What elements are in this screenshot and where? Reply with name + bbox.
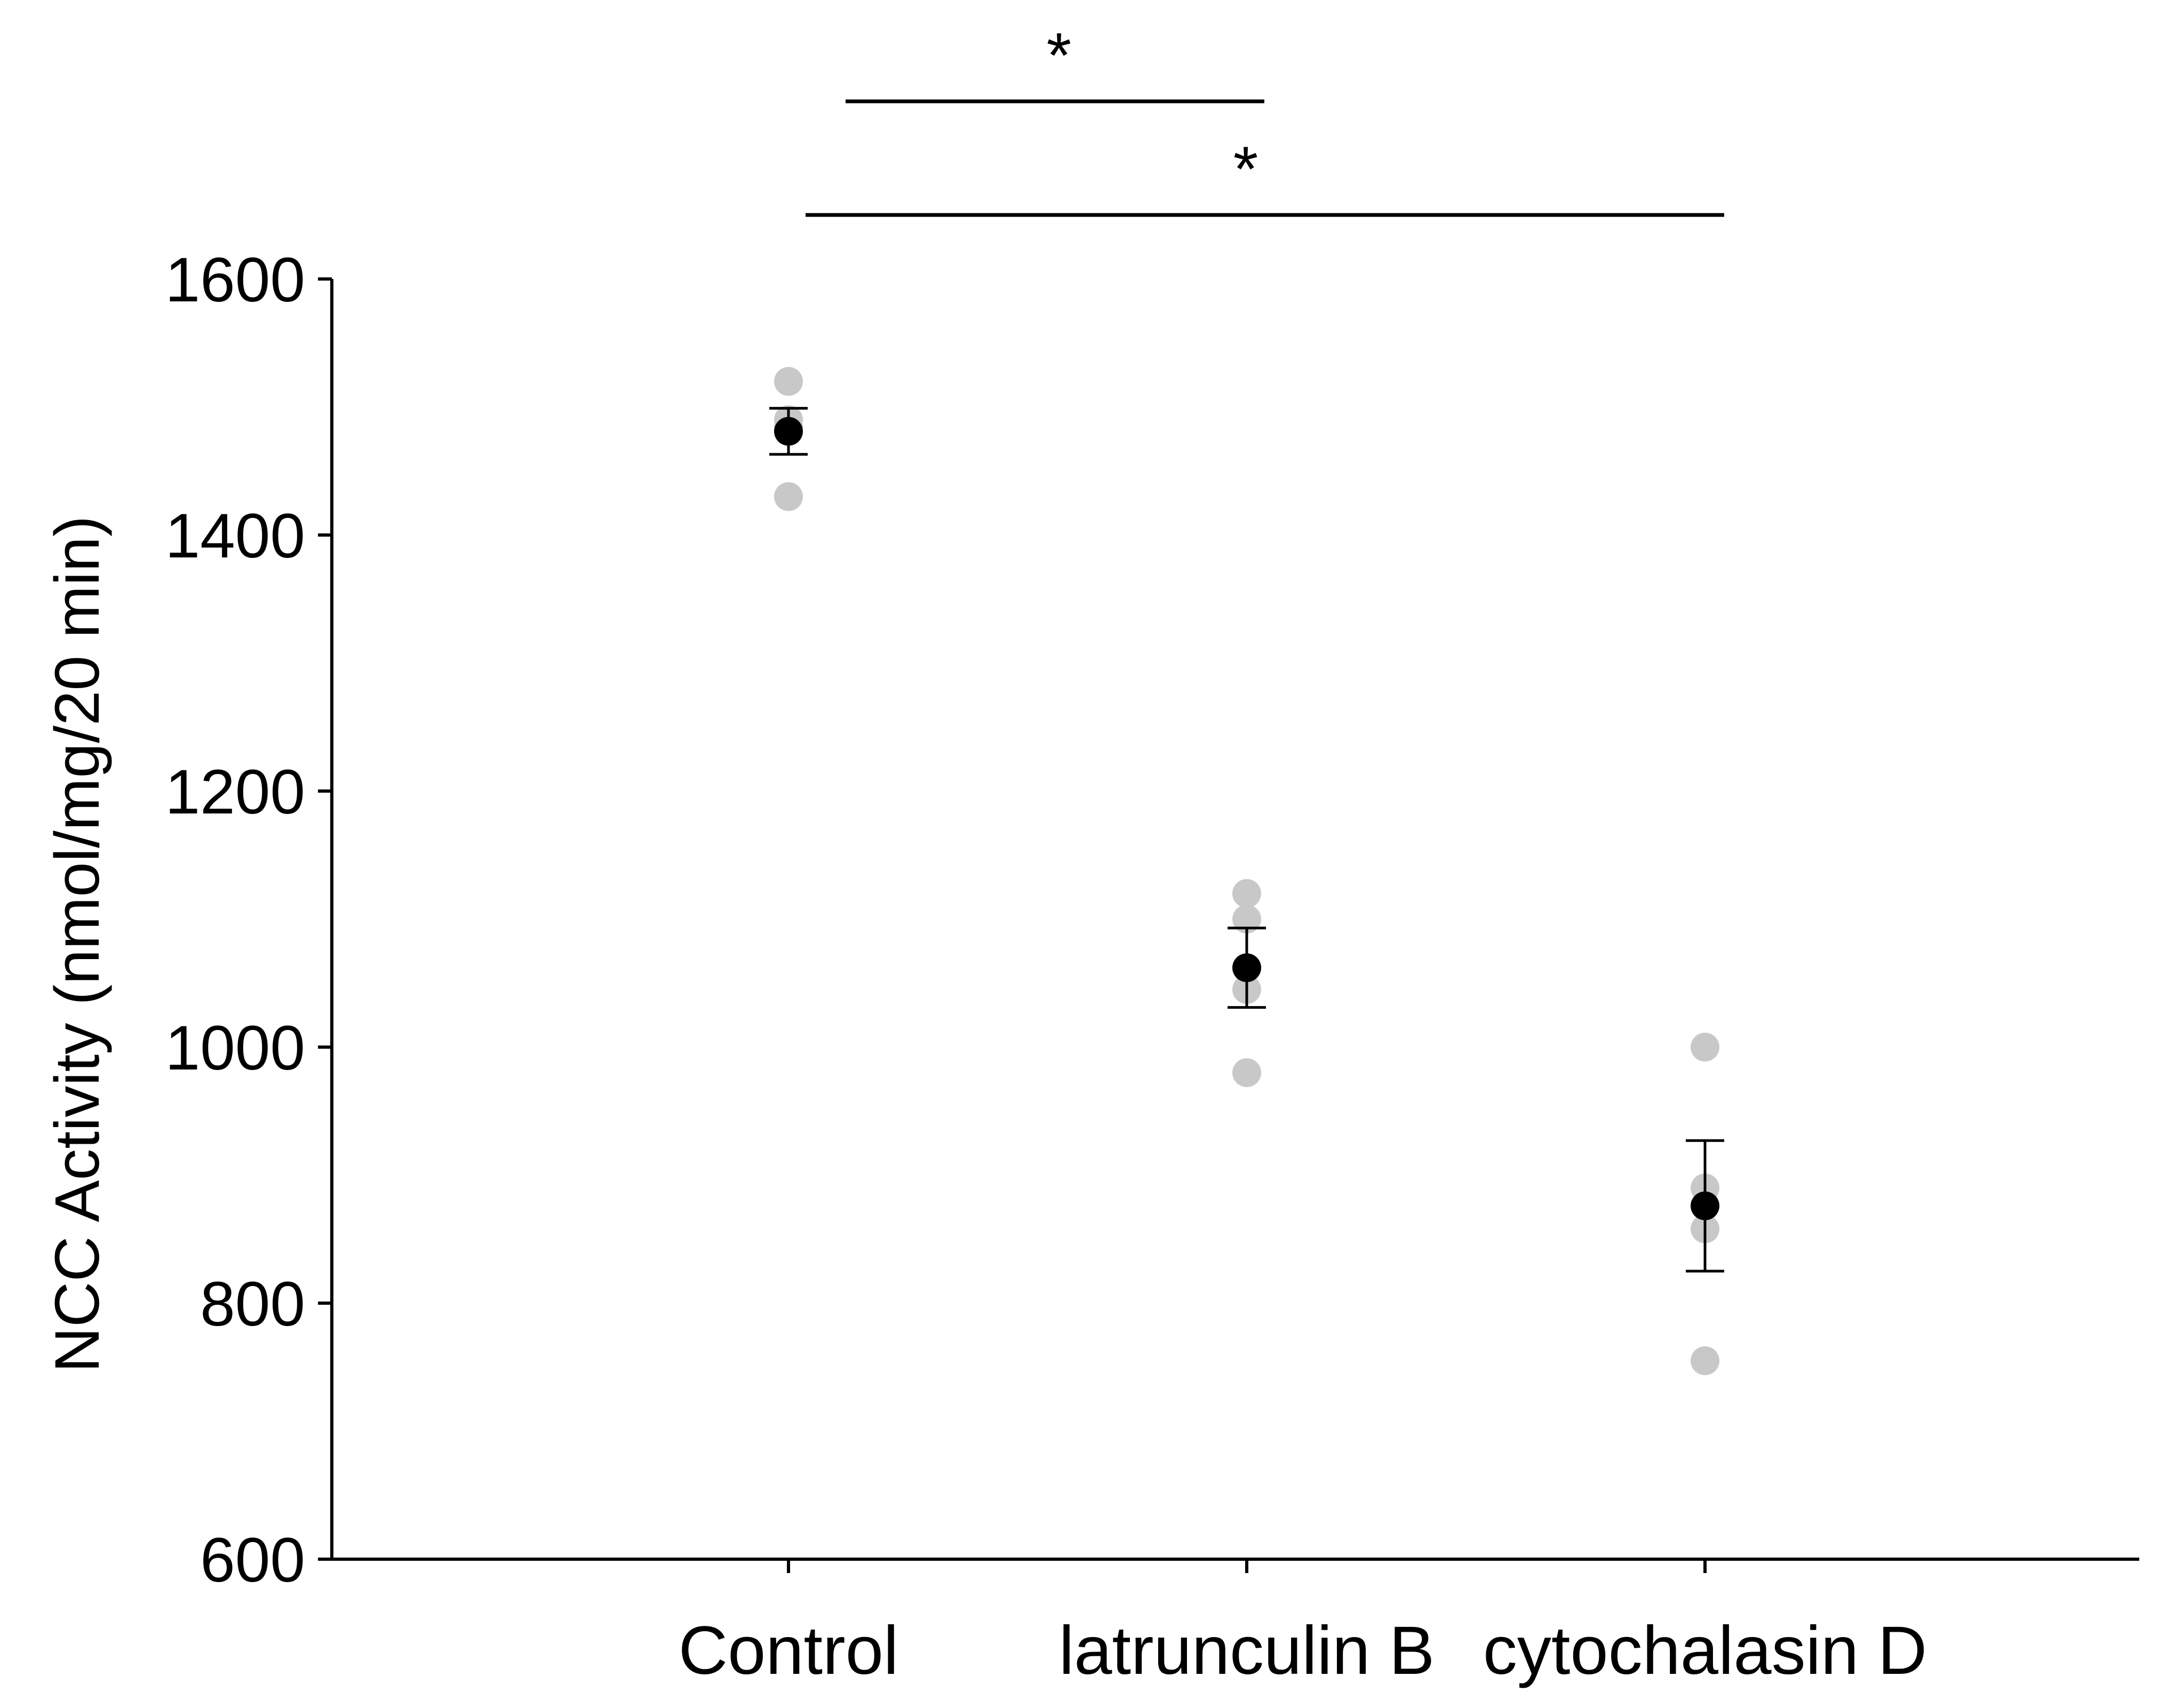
data-point [1232,905,1261,933]
y-tick-label: 1400 [165,501,305,571]
significance-bars: ** [806,20,1724,217]
data-point [774,367,803,396]
data-point [1691,1033,1719,1061]
x-category-label: Control [679,1613,899,1689]
y-axis-ticks: 600 800 1000 1200 1400 1600 [165,245,332,1595]
x-axis-categories: Control latrunculin B cytochalasin D [679,1559,1927,1689]
y-tick-label: 1600 [165,245,305,315]
mean-marker [774,417,803,446]
data-point [774,482,803,511]
significance-star: * [1047,20,1072,91]
axes [330,279,2139,1561]
y-tick-label: 600 [200,1525,305,1595]
y-tick-label: 1000 [165,1013,305,1083]
mean-markers [769,406,1724,1273]
y-tick-label: 800 [200,1269,305,1339]
x-category-label: cytochalasin D [1483,1613,1927,1689]
mean-marker [1232,953,1261,983]
y-tick-label: 1200 [165,757,305,827]
y-axis-title: NCC Activity (nmol/mg/20 min) [42,516,113,1372]
data-point [1232,879,1261,908]
data-point [1691,1346,1719,1375]
data-points [774,367,1719,1375]
x-category-label: latrunculin B [1059,1613,1435,1689]
data-point [1232,1058,1261,1087]
mean-marker [1691,1191,1719,1220]
significance-star: * [1233,133,1258,205]
